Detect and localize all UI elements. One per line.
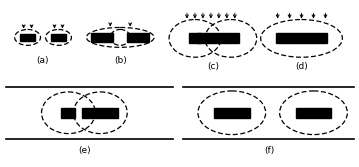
Bar — [295, 108, 331, 118]
Text: (e): (e) — [78, 146, 91, 155]
Text: (a): (a) — [36, 56, 49, 65]
Text: (f): (f) — [265, 146, 275, 155]
Bar — [20, 34, 35, 41]
Bar — [197, 33, 239, 43]
Bar — [276, 33, 327, 43]
Bar — [127, 33, 149, 42]
Bar — [82, 108, 118, 118]
Bar — [61, 108, 75, 118]
Bar — [214, 108, 250, 118]
Bar — [91, 33, 113, 42]
Text: (b): (b) — [114, 56, 127, 65]
Text: (c): (c) — [207, 62, 219, 71]
Text: (d): (d) — [295, 62, 308, 71]
Bar — [51, 34, 66, 41]
Bar — [189, 33, 201, 43]
